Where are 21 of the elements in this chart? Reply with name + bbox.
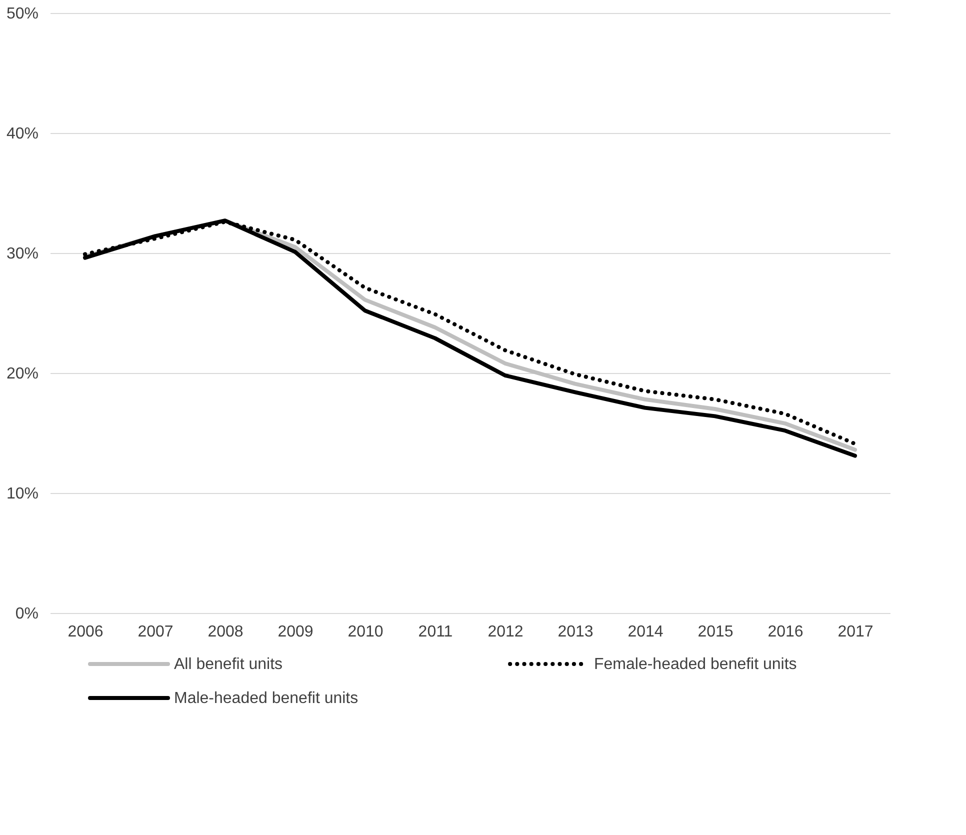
x-tick-label: 2008 [208, 624, 244, 640]
y-tick-label: 0% [15, 606, 38, 622]
x-tick-label: 2016 [768, 624, 804, 640]
y-tick-label: 40% [6, 126, 38, 142]
x-tick-label: 2014 [628, 624, 664, 640]
x-tick-label: 2015 [698, 624, 734, 640]
x-tick-label: 2013 [558, 624, 594, 640]
legend-label: Female-headed benefit units [594, 656, 797, 673]
x-tick-label: 2007 [138, 624, 174, 640]
x-tick-label: 2012 [488, 624, 524, 640]
y-tick-label: 20% [6, 366, 38, 382]
y-tick-label: 10% [6, 486, 38, 502]
x-tick-label: 2006 [68, 624, 104, 640]
legend-label: All benefit units [174, 656, 283, 673]
x-tick-label: 2009 [278, 624, 314, 640]
y-tick-label: 50% [6, 6, 38, 22]
x-tick-label: 2010 [348, 624, 384, 640]
y-tick-label: 30% [6, 246, 38, 262]
legend-label: Male-headed benefit units [174, 690, 358, 707]
x-tick-label: 2017 [838, 624, 874, 640]
x-tick-label: 2011 [418, 624, 453, 640]
